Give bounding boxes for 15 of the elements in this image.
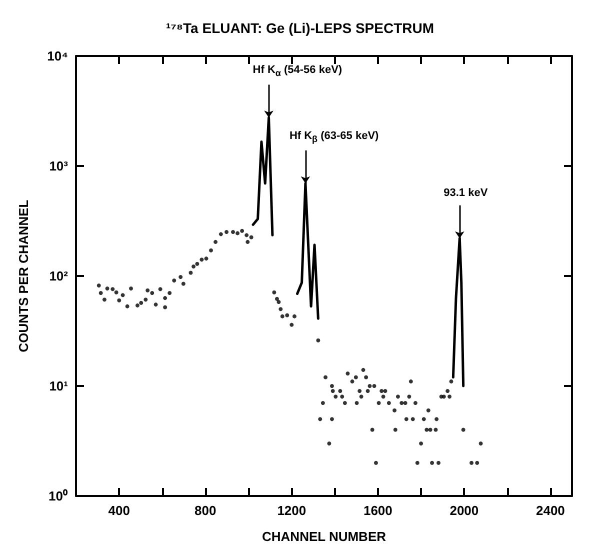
y-tick-label: 10⁰ xyxy=(48,488,68,504)
y-tick-label: 10³ xyxy=(49,158,69,174)
y-tick-label: 10² xyxy=(49,268,69,284)
x-tick-label: 1600 xyxy=(363,503,392,518)
x-axis-title: CHANNEL NUMBER xyxy=(262,529,387,544)
x-tick-label: 2000 xyxy=(450,503,479,518)
x-tick-label: 1200 xyxy=(277,503,306,518)
y-tick-label: 10¹ xyxy=(49,378,68,394)
annotation: 93.1 keV xyxy=(444,186,488,199)
x-tick-label: 400 xyxy=(108,503,130,518)
x-tick-label: 2400 xyxy=(536,503,565,518)
x-tick-label: 800 xyxy=(194,503,216,518)
y-axis-title: COUNTS PER CHANNEL xyxy=(16,200,31,352)
chart-title: ¹⁷⁸Ta ELUANT: Ge (Li)-LEPS SPECTRUM xyxy=(166,20,434,36)
y-tick-label: 10⁴ xyxy=(47,48,68,64)
